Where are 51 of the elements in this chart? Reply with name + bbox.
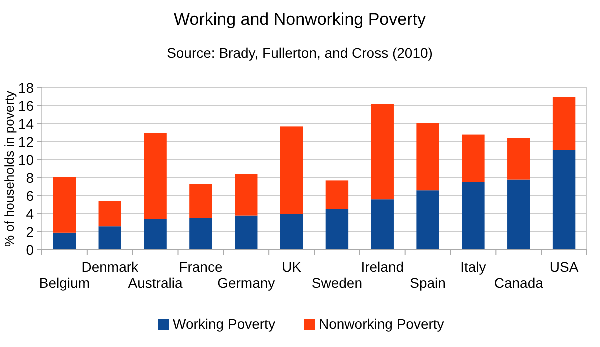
y-tick-label: 4	[26, 206, 34, 222]
bar	[235, 174, 258, 216]
x-tick-label: Spain	[410, 275, 446, 291]
bar	[144, 219, 167, 250]
x-tick-label: Australia	[128, 275, 183, 291]
bar	[508, 138, 530, 180]
y-tick-label: 6	[26, 188, 34, 204]
bar	[190, 184, 212, 218]
bar	[235, 216, 258, 250]
x-tick-label: Italy	[460, 259, 486, 275]
bar	[144, 133, 167, 220]
x-tick-label: France	[179, 259, 223, 275]
x-tick-label: Belgium	[39, 275, 90, 291]
x-tick-label: Denmark	[82, 259, 140, 275]
x-tick-label: Canada	[494, 275, 544, 291]
y-tick-label: 18	[18, 80, 34, 96]
bar	[326, 210, 349, 250]
bar	[552, 97, 576, 150]
y-tick-label: 0	[26, 242, 34, 258]
chart-title: Working and Nonworking Poverty	[174, 10, 426, 29]
legend-label: Nonworking Poverty	[319, 316, 444, 332]
bar	[508, 180, 530, 250]
bar	[280, 214, 304, 250]
x-tick-label: Germany	[218, 275, 276, 291]
y-tick-label: 14	[18, 116, 34, 132]
bar	[462, 134, 485, 182]
bar	[190, 218, 212, 250]
bar	[280, 126, 304, 214]
bar	[371, 104, 394, 200]
y-tick-label: 12	[18, 134, 34, 150]
y-tick-label: 8	[26, 170, 34, 186]
bar	[416, 190, 440, 250]
bar	[371, 200, 394, 250]
bar	[416, 123, 440, 191]
y-tick-label: 16	[18, 98, 34, 114]
bar	[53, 232, 76, 250]
legend-label: Working Poverty	[173, 316, 276, 332]
y-axis-title: % of households in poverty	[2, 90, 17, 248]
chart-subtitle: Source: Brady, Fullerton, and Cross (2010)	[167, 45, 433, 61]
x-tick-label: USA	[550, 259, 580, 275]
bar	[552, 150, 576, 250]
bar	[326, 180, 349, 210]
bar	[53, 177, 76, 233]
x-tick-label: Sweden	[312, 275, 363, 291]
y-tick-label: 10	[18, 152, 34, 168]
x-tick-label: UK	[282, 259, 302, 275]
bar	[98, 201, 122, 227]
y-tick-label: 2	[26, 224, 34, 240]
bar	[98, 226, 122, 250]
bar	[462, 182, 485, 250]
x-tick-label: Ireland	[361, 259, 404, 275]
